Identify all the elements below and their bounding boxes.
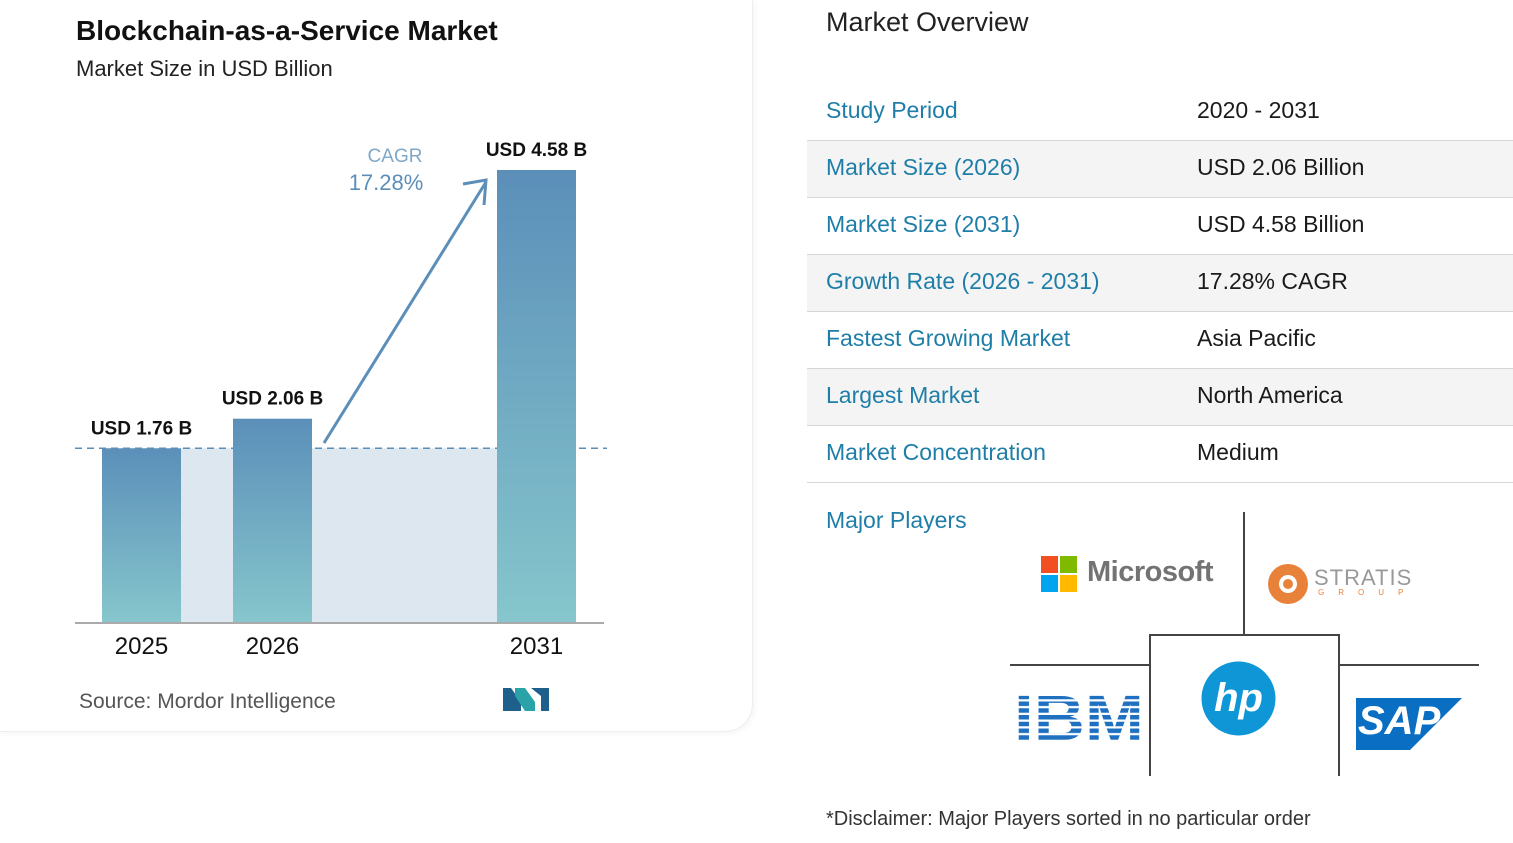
stratis-logo-icon [1268,564,1308,604]
x-tick-2025: 2025 [115,633,168,660]
overview-label: Market Concentration [826,439,1046,465]
sap-logo-icon [1356,698,1462,750]
overview-row: Market Size (2031) USD 4.58 Billion [807,198,1513,255]
hp-logo-text: hp [1214,676,1263,720]
chart-subtitle: Market Size in USD Billion [76,56,333,81]
microsoft-logo-text: Microsoft [1087,556,1214,588]
overview-row: Study Period 2020 - 2031 [807,84,1513,141]
overview-value: USD 2.06 Billion [1197,154,1365,180]
major-players-title: Major Players [826,507,967,533]
data-label-2031: USD 4.58 B [486,140,587,161]
overview-row: Growth Rate (2026 - 2031) 17.28% CAGR [807,255,1513,312]
ibm-logo-icon: IBM [1014,688,1144,742]
overview-label: Market Size (2031) [826,211,1021,237]
overview-value: North America [1197,382,1343,408]
microsoft-logo-icon [1041,556,1077,592]
data-label-2025: USD 1.76 B [91,418,192,439]
cagr-value: 17.28% [349,170,424,195]
overview-label: Fastest Growing Market [826,325,1071,351]
overview-label: Market Size (2026) [826,154,1021,180]
stratis-logo-subtext: GROUP [1318,588,1418,597]
overview-value: 2020 - 2031 [1197,97,1320,123]
data-label-2026: USD 2.06 B [222,389,323,410]
overview-row: Market Concentration Medium [807,426,1513,483]
disclaimer: *Disclaimer: Major Players sorted in no … [826,808,1311,830]
overview-row: Fastest Growing Market Asia Pacific [807,312,1513,369]
overview-value: USD 4.58 Billion [1197,211,1365,237]
ibm-logo-text: IBM [1014,688,1144,742]
overview-row: Largest Market North America [807,369,1513,426]
stratis-logo-text: STRATIS [1314,565,1413,590]
overview-label: Largest Market [826,382,980,408]
x-tick-2026: 2026 [246,633,299,660]
x-tick-2031: 2031 [510,633,563,660]
mordor-logo-icon [503,688,549,711]
overview-value: 17.28% CAGR [1197,268,1348,294]
bar-2031 [497,170,576,622]
overview-table: Study Period 2020 - 2031 Market Size (202… [807,84,1513,483]
sap-logo-text: SAP [1358,699,1441,743]
overview-title: Market Overview [826,7,1029,37]
bar-2026 [233,418,312,622]
hp-logo-icon: hp [1201,661,1276,736]
overview-value: Asia Pacific [1197,325,1316,351]
overview-label: Study Period [826,97,958,123]
chart-title: Blockchain-as-a-Service Market [76,15,498,46]
cagr-arrow-line [322,181,488,444]
bar-chart: USD 1.76 B 2025 USD 2.06 B 2026 USD 4.58 B 20… [75,140,607,660]
source-label: Source: Mordor Intelligence [79,690,336,713]
cagr-arrow-head [462,178,488,206]
overview-value: Medium [1197,439,1279,465]
overview-row: Market Size (2026) USD 2.06 Billion [807,141,1513,198]
cagr-label: CAGR [368,146,423,167]
overview-label: Growth Rate (2026 - 2031) [826,268,1100,294]
bar-2025 [102,448,181,622]
